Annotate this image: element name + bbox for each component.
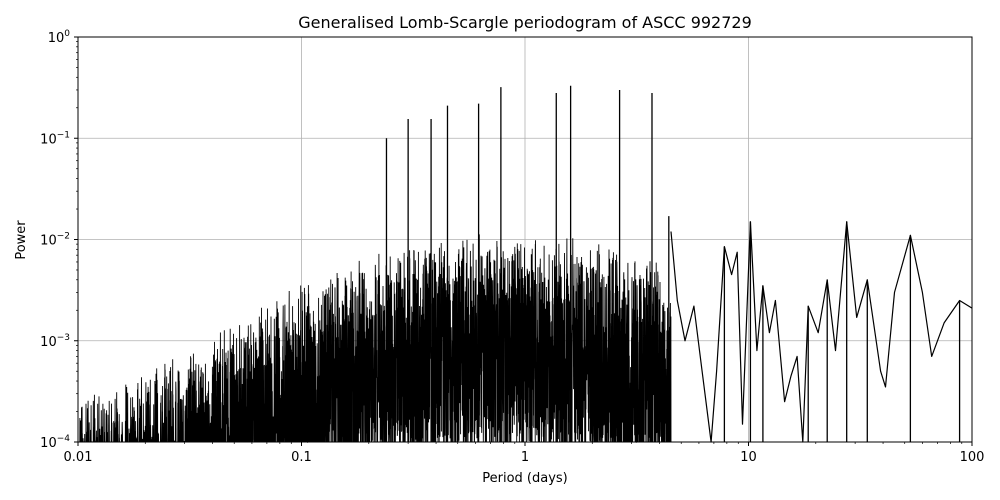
- x-tick-label: 10: [740, 450, 757, 465]
- x-tick-label: 1: [521, 450, 529, 465]
- x-tick-label: 100: [960, 450, 985, 465]
- y-tick-label: 10−3: [40, 333, 70, 350]
- y-tick-label: 100: [48, 29, 71, 46]
- y-tick-label: 10−1: [40, 130, 70, 147]
- data-layer: [78, 85, 973, 444]
- ticks: 0.01 0.1 1 10 100 10−4 10−3 10−2 10−1 100: [40, 29, 984, 465]
- y-tick-label: 10−2: [40, 232, 70, 249]
- y-tick-label: 10−4: [40, 434, 70, 451]
- x-tick-label: 0.1: [291, 450, 312, 465]
- chart-title: Generalised Lomb-Scargle periodogram of …: [298, 13, 752, 32]
- y-axis-label: Power: [14, 220, 29, 260]
- periodogram-smooth-trace: [670, 221, 973, 443]
- x-tick-label: 0.01: [64, 450, 93, 465]
- x-axis-label: Period (days): [482, 471, 568, 486]
